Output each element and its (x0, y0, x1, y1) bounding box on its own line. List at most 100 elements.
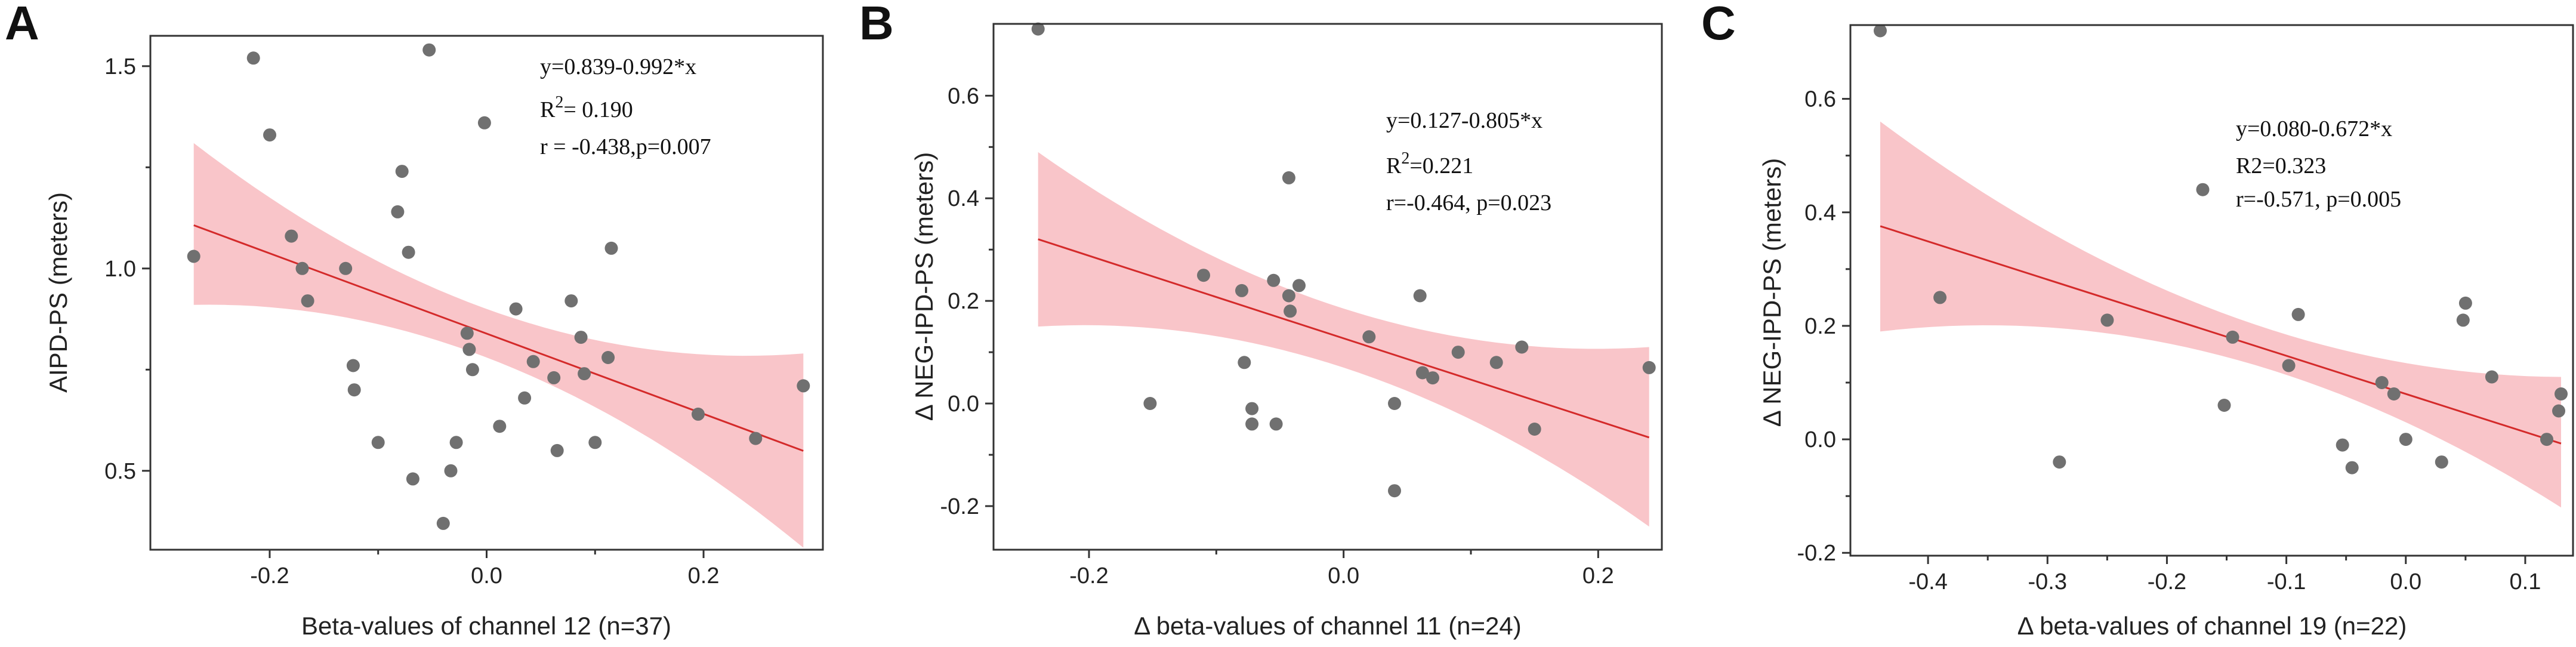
panel-b-data-point (1267, 273, 1281, 287)
panel-b-y-tick-label: -0.2 (940, 494, 979, 519)
panel-b-data-point (1451, 346, 1465, 359)
panel-b-data-point (1245, 402, 1259, 415)
panel-b-data-point (1143, 397, 1157, 410)
panel-b-x-tick-label: -0.2 (1069, 563, 1108, 589)
panel-c-y-tick-label: -0.2 (1797, 541, 1836, 566)
panel-a-r-squared-exponent: 2 (555, 93, 563, 112)
panel-a-data-point (187, 249, 200, 263)
panel-a-correlation: r = -0.438,p=0.007 (540, 134, 711, 159)
panel-c-y-tick-label: 0.0 (1804, 427, 1836, 452)
panel-c-data-point (2291, 307, 2305, 321)
panel-a-data-point (406, 472, 419, 486)
panel-b-x-axis-label: Δ beta-values of channel 11 (n=24) (1134, 612, 1522, 640)
panel-c-data-point (2196, 183, 2210, 196)
panel-a-data-point (509, 302, 523, 316)
panel-c-x-tick-label: -0.3 (2028, 569, 2067, 594)
panel-a-data-point (436, 516, 450, 530)
panel-b-r-squared-exponent: 2 (1401, 149, 1409, 168)
panel-a-data-point (263, 128, 276, 142)
panel-a-data-point (395, 165, 409, 178)
panel-c-x-axis-label: Δ beta-values of channel 19 (n=22) (2017, 612, 2407, 640)
panel-b-y-tick-label: 0.2 (948, 289, 979, 314)
panel-c-confidence-band (1880, 121, 2561, 508)
panel-b-y-tick-label: 0.4 (948, 186, 979, 211)
panel-a-letter: A (5, 0, 39, 50)
panel-b-data-point (1282, 171, 1295, 184)
panel-a-data-point (797, 379, 810, 393)
panel-c-data-point (2345, 461, 2359, 475)
panel-b-data-point (1362, 330, 1376, 344)
panel-c-data-point (1874, 24, 1887, 38)
panel-b-data-point (1282, 289, 1295, 303)
panel-b-y-tick-label: 0.0 (948, 392, 979, 417)
panel-a-data-point (477, 116, 491, 130)
panel-a-data-point (346, 359, 360, 372)
panel-a-r-squared-r: R (540, 97, 556, 122)
panel-b-data-point (1415, 366, 1429, 380)
panel-b-equation: y=0.127-0.805*x (1386, 108, 1542, 133)
panel-b-data-point (1031, 22, 1045, 36)
panel-a-data-point (518, 391, 532, 405)
panel-c-regression-line (1880, 225, 2562, 445)
panel-a-data-point (339, 261, 353, 275)
panel-a-data-point (604, 241, 618, 255)
panel-b: B -0.2 0.0 0.2 -0.2 0.0 0.2 0.4 0.6 y=0.127-0.8… (859, 0, 1663, 640)
panel-b-data-point (1515, 340, 1529, 354)
panel-b-r-squared-r: R (1386, 153, 1402, 178)
panel-c-x-tick-label: 0.0 (2390, 569, 2421, 594)
panel-b-data-point (1642, 361, 1656, 374)
panel-a-data-point (371, 436, 385, 449)
panel-b-frame (992, 23, 1663, 551)
panel-a-data-point (347, 383, 361, 397)
panel-c-data-point (2387, 387, 2401, 400)
panel-b-y-tick-label: 0.6 (948, 84, 979, 109)
panel-c-data-point (2399, 433, 2413, 446)
panel-b-data-point (1388, 397, 1401, 410)
panel-b-plot-area: -0.2 0.0 0.2 -0.2 0.0 0.2 0.4 0.6 (940, 22, 1656, 589)
panel-a-y-tick-label: 0.5 (104, 459, 136, 484)
panel-a-data-point (564, 294, 578, 308)
panel-b-confidence-band (1038, 152, 1649, 527)
panel-b-x-tick-label: 0.0 (1328, 563, 1359, 589)
panel-c-data-point (2555, 387, 2568, 400)
panel-a-data-point (588, 436, 602, 449)
panel-a-x-tick-label: 0.0 (471, 563, 502, 589)
panel-a-plot-area: -0.2 0.0 0.2 0.5 1.0 1.5 (104, 43, 810, 589)
panel-a: A -0.2 0.0 0.2 0.5 1.0 1.5 y=0.839-0.992*x R2… (5, 0, 824, 640)
panel-a-frame (149, 35, 824, 551)
panel-c-data-point (2435, 455, 2448, 469)
panel-a-data-point (692, 407, 705, 421)
panel-c-letter: C (1701, 0, 1736, 50)
panel-c: C -0.4 -0.3 -0.2 -0.1 0.0 0.1 -0.2 0.0 0.2 0.4 0.6… (1701, 0, 2574, 640)
panel-c-data-point (1933, 291, 1947, 304)
panel-a-data-point (749, 432, 763, 445)
panel-a-y-tick-label: 1.0 (104, 257, 136, 282)
panel-a-data-point (574, 331, 588, 344)
panel-b-y-axis-label: Δ NEG-IPD-PS (meters) (910, 152, 938, 421)
panel-b-r-squared: R2=0.221 (1386, 149, 1473, 178)
panel-c-correlation: r=-0.571, p=0.005 (2236, 187, 2401, 212)
panel-c-data-point (2282, 359, 2296, 372)
panel-a-data-point (391, 205, 405, 218)
panel-b-r-squared-value: =0.221 (1409, 153, 1473, 178)
panel-a-data-point (493, 420, 507, 433)
panel-a-confidence-band (193, 143, 804, 548)
panel-a-data-point (422, 43, 436, 57)
panel-a-r-squared: R2= 0.190 (540, 93, 633, 122)
panel-c-plot-area: -0.4 -0.3 -0.2 -0.1 0.0 0.1 -0.2 0.0 0.2 0.4 0.6 (1797, 24, 2568, 594)
panel-c-y-axis-label: Δ NEG-IPD-PS (meters) (1758, 158, 1786, 427)
panel-b-data-point (1528, 423, 1541, 436)
panel-a-y-tick-label: 1.5 (104, 54, 136, 79)
panel-c-y-tick-label: 0.4 (1804, 201, 1836, 226)
panel-b-regression-line (1038, 238, 1650, 439)
panel-c-data-point (2485, 370, 2498, 384)
panel-a-r-squared-value: = 0.190 (563, 97, 633, 122)
panel-c-x-tick-label: -0.1 (2267, 569, 2306, 594)
panel-a-data-point (550, 443, 564, 457)
panel-c-x-tick-label: -0.4 (1908, 569, 1947, 594)
panel-b-data-point (1245, 417, 1259, 431)
panel-a-data-point (462, 343, 476, 356)
panel-b-correlation: r=-0.464, p=0.023 (1386, 190, 1551, 215)
panel-a-data-point (460, 326, 474, 340)
panel-a-data-point (449, 436, 463, 449)
